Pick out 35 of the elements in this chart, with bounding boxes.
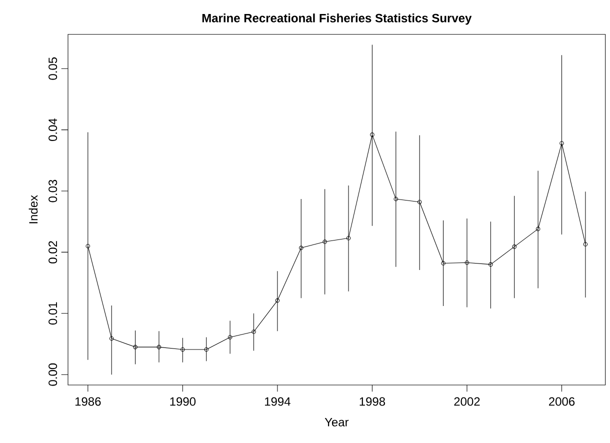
point — [322, 240, 327, 244]
point — [536, 226, 540, 232]
x-tick-label: 1990 — [170, 397, 196, 406]
point — [180, 347, 185, 352]
point — [394, 196, 398, 202]
y-tick-label: 0.01 — [48, 302, 58, 325]
point — [560, 141, 564, 146]
point — [512, 244, 516, 249]
point — [204, 347, 208, 352]
point — [156, 344, 162, 350]
point — [417, 200, 422, 204]
y-tick-label: 0.04 — [48, 118, 58, 142]
chart-title: Marine Recreational Fisheries Statistics Survey — [202, 14, 472, 25]
x-axis-title: Year — [324, 418, 349, 426]
point — [275, 298, 280, 303]
x-tick-label: 1998 — [360, 397, 386, 406]
point — [252, 330, 256, 334]
x-tick-label: 1994 — [265, 397, 290, 406]
y-axis-title: Index — [28, 195, 38, 224]
point — [346, 236, 351, 240]
point — [133, 344, 138, 350]
x-tick-label: 2006 — [549, 397, 575, 406]
x-tick-label: 2002 — [454, 397, 480, 406]
point — [298, 246, 304, 250]
x-tick-label: 1986 — [75, 397, 101, 406]
y-tick-label: 0.02 — [48, 241, 58, 264]
y-tick-label: 0.05 — [48, 57, 58, 80]
y-tick-label: 0.00 — [48, 363, 58, 386]
point — [370, 132, 374, 137]
point — [441, 261, 446, 266]
point — [488, 262, 493, 267]
y-tick-label: 0.03 — [48, 180, 58, 202]
point — [109, 336, 114, 341]
point — [228, 335, 232, 340]
point — [464, 260, 470, 265]
